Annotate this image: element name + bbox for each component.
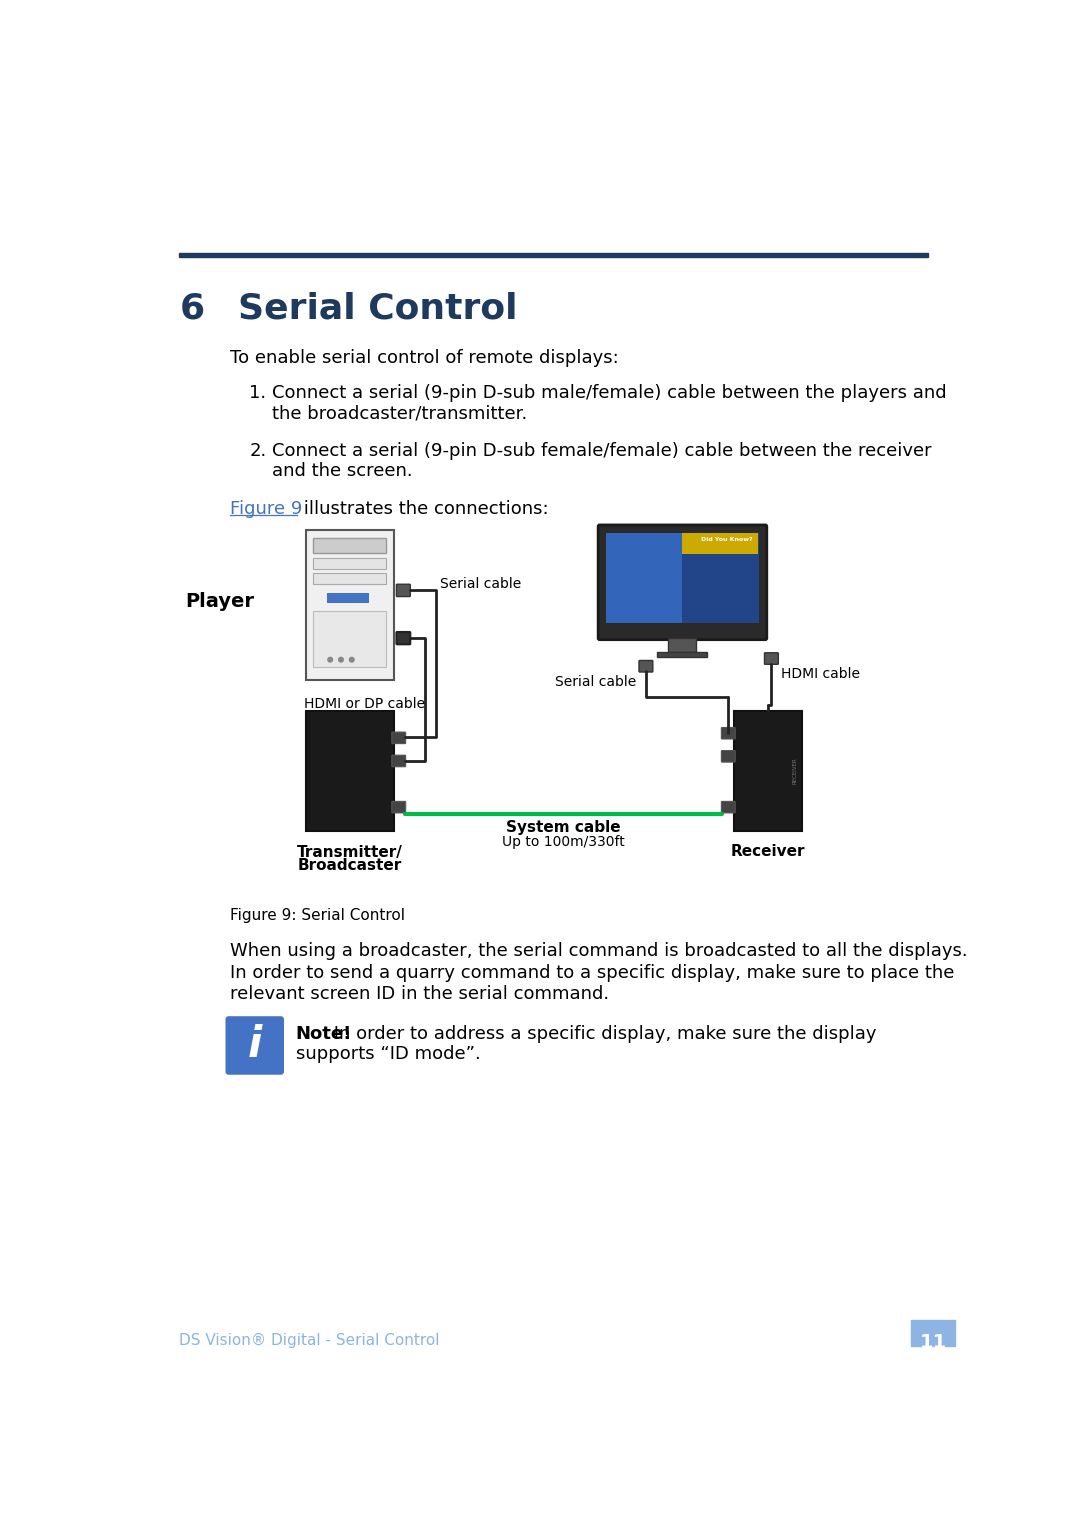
Bar	[658, 653, 706, 657]
Text: RECEIVER: RECEIVER	[792, 757, 797, 784]
Bar	[313, 611, 387, 666]
Text: Serial cable: Serial cable	[440, 576, 521, 590]
Circle shape	[350, 657, 354, 662]
FancyBboxPatch shape	[396, 633, 410, 645]
FancyBboxPatch shape	[721, 801, 735, 813]
FancyBboxPatch shape	[392, 732, 406, 743]
Bar	[669, 639, 696, 653]
FancyBboxPatch shape	[226, 1016, 284, 1075]
FancyBboxPatch shape	[392, 755, 406, 766]
Bar	[306, 711, 394, 830]
FancyBboxPatch shape	[721, 751, 735, 761]
Bar	[910, 1319, 956, 1345]
Text: Connect a serial (9-pin D-sub male/female) cable between the players and: Connect a serial (9-pin D-sub male/femal…	[272, 385, 947, 401]
Circle shape	[339, 657, 343, 662]
Text: In order to send a quarry command to a specific display, make sure to place the: In order to send a quarry command to a s…	[230, 964, 955, 982]
Text: Transmitter/: Transmitter/	[297, 844, 403, 859]
Text: illustrates the connections:: illustrates the connections:	[298, 499, 549, 518]
Text: and the screen.: and the screen.	[272, 461, 413, 480]
FancyBboxPatch shape	[396, 584, 410, 596]
Text: Receiver: Receiver	[731, 844, 806, 859]
Text: supports “ID mode”.: supports “ID mode”.	[296, 1045, 481, 1063]
Bar	[734, 711, 802, 830]
Text: 6: 6	[179, 291, 204, 326]
Bar	[313, 573, 387, 584]
Bar	[313, 558, 387, 568]
Text: Did You Know?: Did You Know?	[701, 538, 753, 542]
Text: Figure 9: Figure 9	[230, 499, 302, 518]
Text: Up to 100m/330ft: Up to 100m/330ft	[502, 835, 625, 849]
Text: DS Vision® Digital - Serial Control: DS Vision® Digital - Serial Control	[179, 1333, 440, 1348]
Text: Broadcaster: Broadcaster	[297, 858, 402, 873]
FancyBboxPatch shape	[765, 653, 779, 665]
Text: Player: Player	[186, 591, 255, 611]
Bar	[179, 253, 928, 257]
Bar	[606, 533, 759, 622]
Text: relevant screen ID in the serial command.: relevant screen ID in the serial command…	[230, 985, 609, 1002]
Bar	[306, 530, 394, 680]
FancyBboxPatch shape	[721, 728, 735, 738]
Text: Serial cable: Serial cable	[555, 676, 636, 689]
Circle shape	[328, 657, 333, 662]
Bar	[327, 593, 369, 602]
FancyBboxPatch shape	[639, 660, 652, 673]
Text: 2.: 2.	[249, 441, 267, 460]
Text: When using a broadcaster, the serial command is broadcasted to all the displays.: When using a broadcaster, the serial com…	[230, 942, 968, 961]
Bar	[683, 533, 758, 555]
Text: To enable serial control of remote displays:: To enable serial control of remote displ…	[230, 349, 619, 368]
Text: i: i	[247, 1025, 261, 1066]
FancyBboxPatch shape	[598, 525, 767, 640]
Text: the broadcaster/transmitter.: the broadcaster/transmitter.	[272, 404, 528, 421]
Text: Serial Control: Serial Control	[238, 291, 517, 326]
Text: HDMI cable: HDMI cable	[781, 668, 860, 682]
Text: Connect a serial (9-pin D-sub female/female) cable between the receiver: Connect a serial (9-pin D-sub female/fem…	[272, 441, 932, 460]
Bar	[313, 538, 387, 553]
Bar	[606, 533, 683, 622]
Text: Figure 9: Serial Control: Figure 9: Serial Control	[230, 907, 405, 922]
Text: System cable: System cable	[507, 820, 621, 835]
Text: 11: 11	[919, 1333, 947, 1351]
Text: Note!: Note!	[296, 1025, 352, 1043]
Text: 1.: 1.	[249, 385, 267, 401]
Text: HDMI or DP cable: HDMI or DP cable	[305, 697, 426, 711]
Text: In order to address a specific display, make sure the display: In order to address a specific display, …	[328, 1025, 876, 1043]
FancyBboxPatch shape	[392, 801, 406, 813]
